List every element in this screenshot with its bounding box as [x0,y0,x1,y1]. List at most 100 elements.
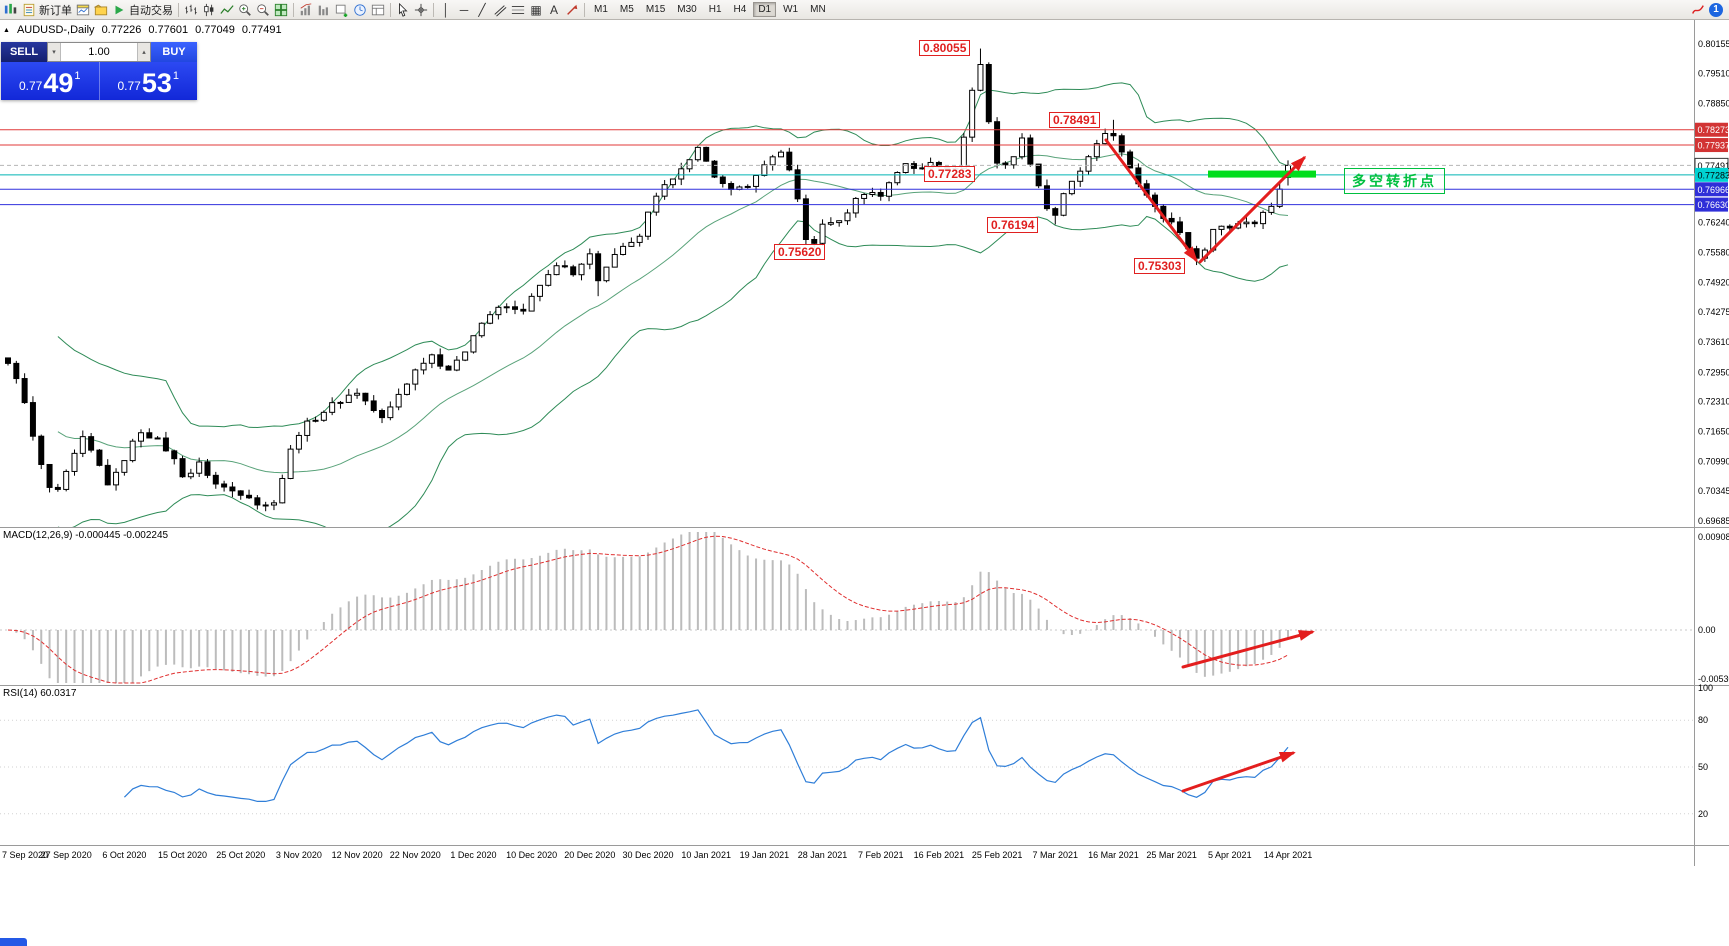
svg-text:0.77491: 0.77491 [1698,161,1729,171]
timeframe-m15-button[interactable]: M15 [645,4,666,15]
svg-text:100: 100 [1698,683,1713,693]
trend-arrow [1181,751,1295,793]
timeframe-w1-button[interactable]: W1 [783,4,799,15]
sell-price-sup: 1 [74,70,81,82]
trendline-icon[interactable]: ╱ [478,2,486,17]
svg-text:20 Dec 2020: 20 Dec 2020 [564,850,615,860]
svg-text:25 Mar 2021: 25 Mar 2021 [1146,850,1197,860]
price-annotation[interactable]: 0.77283 [924,166,976,182]
objects-list-icon[interactable] [315,1,333,19]
volume-up-icon[interactable]: ▴ [137,43,150,61]
symbol-chart-icon[interactable] [2,1,20,19]
timeframe-h1-button[interactable]: H1 [708,4,722,15]
svg-text:0.77283: 0.77283 [1698,170,1729,180]
volume-field[interactable]: ▾ 1.00 ▴ [47,42,151,62]
symbol-name: AUDUSD-,Daily [16,24,95,36]
svg-text:0.69685: 0.69685 [1698,516,1729,526]
cursor-icon[interactable] [394,1,412,19]
periods-icon[interactable] [351,1,369,19]
svg-text:10 Dec 2020: 10 Dec 2020 [506,850,557,860]
price-annotation[interactable]: 0.80055 [919,40,971,56]
zoom-out-icon[interactable] [254,1,272,19]
green-zone-marker [1208,170,1316,178]
svg-text:5 Apr 2021: 5 Apr 2021 [1208,850,1252,860]
svg-text:0.70990: 0.70990 [1698,457,1729,467]
price-axis: 0.80155 0.79510 0.78850 0.76240 0.75580 0.749… [1694,39,1729,819]
chart-window-icon[interactable] [74,1,92,19]
svg-text:0.79510: 0.79510 [1698,68,1729,78]
chart-canvas[interactable]: 0.80155 0.79510 0.78850 0.76240 0.75580 0.749… [0,20,1729,946]
svg-text:30 Dec 2020: 30 Dec 2020 [622,850,673,860]
ohlc-low: 0.77049 [195,24,235,36]
text-icon[interactable]: A [549,2,558,17]
crosshair-icon[interactable] [412,1,430,19]
volume-down-icon[interactable]: ▾ [48,43,61,61]
add-indicator-icon[interactable] [333,1,351,19]
buy-price[interactable]: 0.77 53 1 [100,62,198,100]
price-annotation[interactable]: 0.75303 [1134,258,1186,274]
price-annotation[interactable]: 0.76194 [987,217,1039,233]
rsi-value: 60.0317 [40,688,77,699]
price-annotation[interactable]: 0.75620 [774,244,826,260]
taskbar-fragment [0,938,27,946]
svg-text:15 Oct 2020: 15 Oct 2020 [158,850,207,860]
svg-text:3 Nov 2020: 3 Nov 2020 [276,850,322,860]
indicator-list-icon[interactable] [297,1,315,19]
line-chart-type-icon[interactable] [218,1,236,19]
templates-icon[interactable] [369,1,387,19]
macd-values: -0.000445 -0.002245 [75,530,169,541]
horizontal-line-icon[interactable]: ─ [459,2,469,17]
candlestick-chart-type-icon[interactable] [200,1,218,19]
arrow-object-icon[interactable] [563,1,581,19]
timeframe-mn-button[interactable]: MN [810,4,826,15]
toolbar-separator [390,2,391,17]
sell-price[interactable]: 0.77 49 1 [1,62,99,100]
trend-arrow [1198,156,1306,264]
auto-trading-button[interactable]: 自动交易 [110,1,175,19]
buy-button[interactable]: BUY [151,42,197,62]
svg-text:10 Jan 2021: 10 Jan 2021 [681,850,731,860]
svg-text:0.78273: 0.78273 [1698,125,1729,135]
macd-label: MACD(12,26,9) -0.000445 -0.002245 [3,530,169,541]
channel-icon[interactable] [491,1,509,19]
bull-bear-turning-point-note[interactable]: 多空转折点 [1344,168,1445,194]
price-annotation[interactable]: 0.78491 [1049,112,1101,128]
volume-value[interactable]: 1.00 [88,46,110,58]
timeframe-m30-button[interactable]: M30 [677,4,697,15]
ohlc-high: 0.77601 [148,24,189,36]
vertical-line-icon[interactable]: │ [442,2,450,17]
svg-text:0.75580: 0.75580 [1698,247,1729,257]
sell-button[interactable]: SELL [1,42,47,62]
timeframe-h4-button[interactable]: H4 [733,4,747,15]
chart-area: 0.80155 0.79510 0.78850 0.76240 0.75580 0.749… [0,20,1729,946]
timeframe-d1-button[interactable]: D1 [753,2,777,17]
profiles-icon[interactable] [92,1,110,19]
tile-windows-icon[interactable] [272,1,290,19]
svg-text:7 Sep 2020: 7 Sep 2020 [2,850,48,860]
new-order-button[interactable]: 新订单 [20,1,74,19]
trend-arrow [1104,138,1198,262]
macd-panel [0,532,1694,684]
timeframe-m1-button[interactable]: M1 [594,4,608,15]
ohlc-close: 0.77491 [241,24,282,36]
svg-text:0.74275: 0.74275 [1698,307,1729,317]
chart-header: ▲ AUDUSD-,Daily 0.77226 0.77601 0.77049 … [3,24,282,36]
timeframe-m5-button[interactable]: M5 [619,4,634,15]
bar-chart-type-icon[interactable] [182,1,200,19]
fibonacci-icon[interactable] [509,1,527,19]
zoom-in-icon[interactable] [236,1,254,19]
collapse-arrow-icon[interactable]: ▲ [3,26,10,34]
svg-text:-0.005306: -0.005306 [1698,674,1729,684]
svg-text:28 Jan 2021: 28 Jan 2021 [798,850,848,860]
svg-text:0.76240: 0.76240 [1698,217,1729,227]
shapes-icon[interactable]: ▦ [530,2,542,17]
pencil-icon[interactable] [1689,1,1707,19]
svg-text:1 Dec 2020: 1 Dec 2020 [450,850,496,860]
sell-price-big: 49 [43,68,74,98]
svg-text:27 Sep 2020: 27 Sep 2020 [41,850,92,860]
svg-text:16 Mar 2021: 16 Mar 2021 [1088,850,1139,860]
new-order-label: 新订单 [39,4,72,17]
notification-badge[interactable]: 1 [1709,2,1723,17]
svg-text:25 Feb 2021: 25 Feb 2021 [972,850,1023,860]
svg-text:12 Nov 2020: 12 Nov 2020 [332,850,383,860]
